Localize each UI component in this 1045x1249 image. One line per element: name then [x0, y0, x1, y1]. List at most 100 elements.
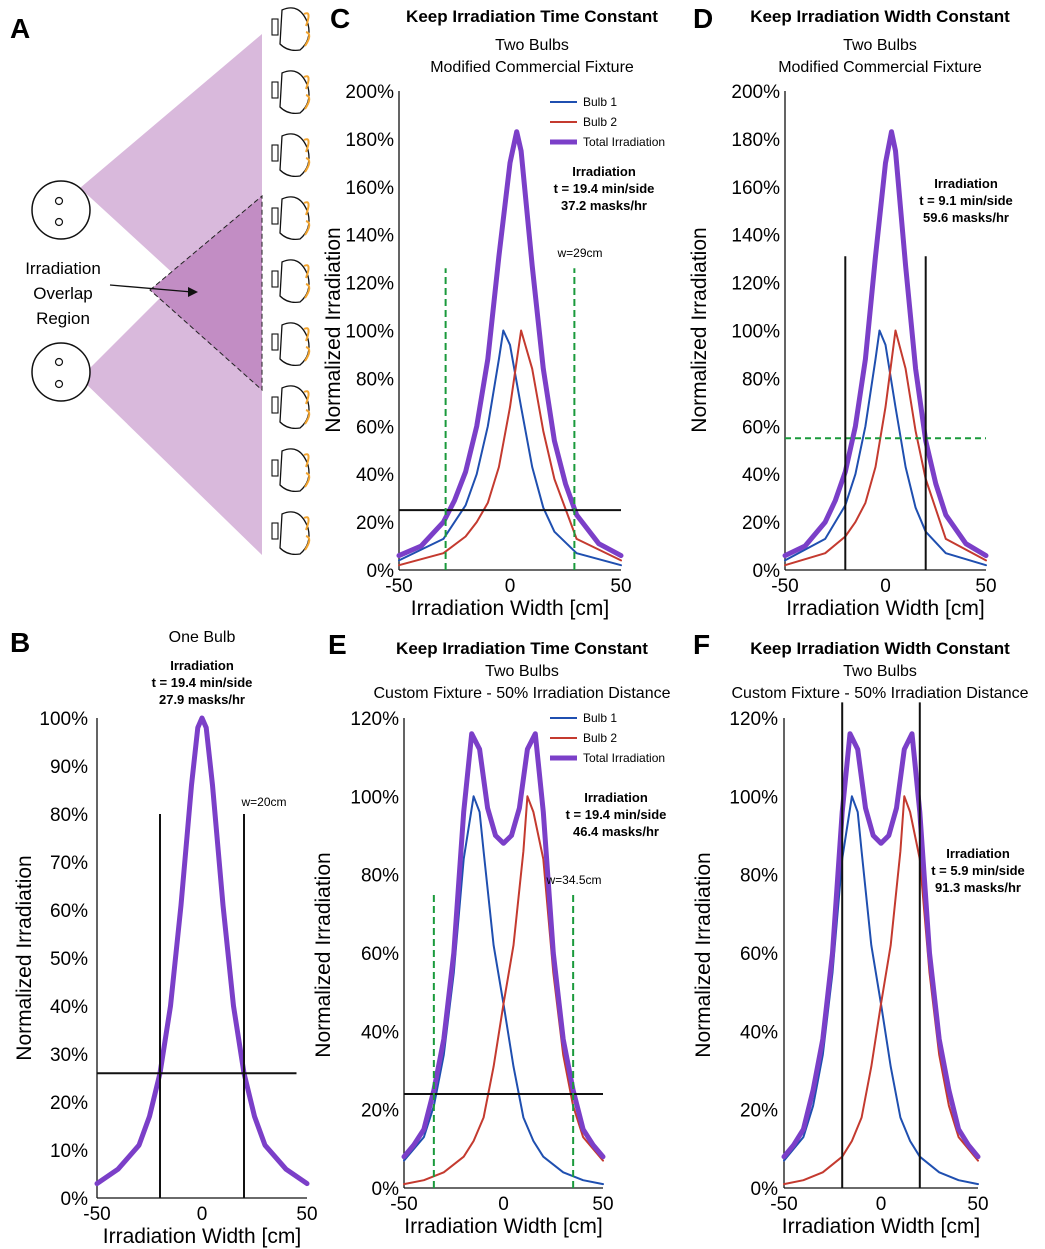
- x-tick-label: 50: [296, 1204, 317, 1225]
- panel-letter: D: [693, 3, 713, 34]
- series-line: [784, 329, 987, 567]
- mask-clip-icon: [271, 270, 279, 288]
- y-tick-label: 60%: [742, 417, 780, 438]
- irradiation-annotation: Irradiation: [584, 790, 648, 805]
- y-tick-label: 140%: [345, 226, 394, 247]
- y-tick-label: 140%: [731, 226, 780, 247]
- y-tick-label: 120%: [350, 709, 399, 730]
- chart-subtitle: Two Bulbs: [495, 37, 569, 54]
- x-tick-label: -50: [771, 576, 798, 597]
- mask-strap-icon: [304, 535, 311, 551]
- y-tick-label: 10%: [50, 1141, 88, 1162]
- y-tick-label: 80%: [361, 866, 399, 887]
- x-tick-label: 0: [876, 1194, 887, 1215]
- y-tick-label: 20%: [50, 1093, 88, 1114]
- y-axis-label: Normalized Irradiation: [322, 227, 345, 432]
- irradiation-annotation: t = 5.9 min/side: [931, 863, 1025, 878]
- y-tick-label: 0%: [751, 1179, 779, 1200]
- x-tick-label: -50: [390, 1194, 417, 1215]
- chart-title: Keep Irradiation Width Constant: [750, 639, 1010, 658]
- irradiation-annotation: t = 19.4 min/side: [152, 675, 253, 690]
- mask-strap-icon: [303, 138, 310, 153]
- panel-letter: C: [330, 3, 350, 34]
- x-tick-label: 0: [505, 576, 516, 597]
- irradiation-annotation: 27.9 masks/hr: [159, 692, 245, 707]
- mask-strap-icon: [304, 346, 311, 362]
- panel-a-diagram: A Irradiation Overlap Region: [10, 7, 311, 556]
- mask-strap-icon: [303, 516, 310, 531]
- y-tick-label: 40%: [740, 1022, 778, 1043]
- chart-title: Keep Irradiation Time Constant: [406, 7, 658, 26]
- irradiation-annotation: Irradiation: [170, 658, 234, 673]
- series-line: [401, 731, 606, 1160]
- y-tick-label: 60%: [361, 944, 399, 965]
- mask-icon: [271, 7, 311, 52]
- mask-icon: [271, 70, 311, 115]
- irradiation-annotation: t = 9.1 min/side: [919, 193, 1013, 208]
- y-tick-label: 0%: [367, 561, 395, 582]
- y-tick-label: 60%: [50, 901, 88, 922]
- legend-label: Total Irradiation: [583, 751, 665, 765]
- y-tick-label: 40%: [742, 465, 780, 486]
- series-line: [782, 129, 989, 559]
- width-label: w=20cm: [240, 795, 286, 809]
- x-axis-label: Irradiation Width [cm]: [103, 1225, 301, 1248]
- upper-bulb-icon: [31, 180, 91, 240]
- irradiation-annotation: 59.6 masks/hr: [923, 210, 1009, 225]
- irradiation-overlap-region: [149, 194, 263, 392]
- chart-title: One Bulb: [169, 629, 236, 646]
- legend-label: Bulb 2: [583, 115, 617, 129]
- y-tick-label: 100%: [39, 709, 88, 730]
- series-line: [783, 795, 979, 1186]
- y-tick-label: 100%: [345, 322, 394, 343]
- y-tick-label: 80%: [356, 369, 394, 390]
- chart-panel-c: C Keep Irradiation Time Constant Two Bulbs…: [322, 3, 665, 620]
- mask-strap-icon: [304, 31, 311, 47]
- y-tick-label: 120%: [729, 709, 778, 730]
- legend-label: Bulb 1: [583, 711, 617, 725]
- overlap-label-line-2: Overlap: [33, 284, 93, 303]
- y-axis-label: Normalized Irradiation: [312, 852, 335, 1057]
- y-tick-label: 40%: [361, 1022, 399, 1043]
- irradiation-annotation: Irradiation: [934, 176, 998, 191]
- mask-icon: [271, 511, 311, 556]
- y-tick-label: 160%: [731, 178, 780, 199]
- y-tick-label: 60%: [356, 417, 394, 438]
- panel-letter: F: [693, 629, 710, 660]
- x-tick-label: 0: [880, 576, 891, 597]
- overlap-label-line-3: Region: [36, 309, 90, 328]
- y-tick-label: 100%: [731, 322, 780, 343]
- y-tick-label: 180%: [345, 130, 394, 151]
- mask-strap-icon: [304, 94, 311, 110]
- y-tick-label: 30%: [50, 1045, 88, 1066]
- chart-title: Keep Irradiation Width Constant: [750, 7, 1010, 26]
- y-tick-label: 80%: [742, 369, 780, 390]
- y-axis-label: Normalized Irradiation: [13, 855, 36, 1060]
- chart-subtitle: Two Bulbs: [843, 37, 917, 54]
- mask-strap-icon: [303, 453, 310, 468]
- mask-clip-icon: [271, 18, 279, 36]
- y-tick-label: 120%: [731, 274, 780, 295]
- y-tick-label: 90%: [50, 757, 88, 778]
- y-axis-label: Normalized Irradiation: [688, 227, 711, 432]
- x-axis-label: Irradiation Width [cm]: [411, 597, 609, 620]
- mask-icon: [271, 448, 311, 493]
- mask-strap-icon: [303, 264, 310, 279]
- mask-clip-icon: [271, 144, 279, 162]
- series-line: [94, 715, 310, 1187]
- y-tick-label: 0%: [61, 1189, 89, 1210]
- series-line: [783, 795, 979, 1186]
- mask-strap-icon: [303, 327, 310, 342]
- x-tick-label: 50: [975, 576, 996, 597]
- lower-bulb-icon: [31, 342, 91, 402]
- mask-strap-icon: [304, 283, 311, 299]
- y-tick-label: 50%: [50, 949, 88, 970]
- panel-letter: E: [328, 629, 347, 660]
- y-tick-label: 0%: [372, 1179, 400, 1200]
- irradiation-annotation: 37.2 masks/hr: [561, 198, 647, 213]
- x-tick-label: 0: [197, 1204, 208, 1225]
- x-tick-label: 50: [592, 1194, 613, 1215]
- y-tick-label: 160%: [345, 178, 394, 199]
- irradiation-annotation: 46.4 masks/hr: [573, 824, 659, 839]
